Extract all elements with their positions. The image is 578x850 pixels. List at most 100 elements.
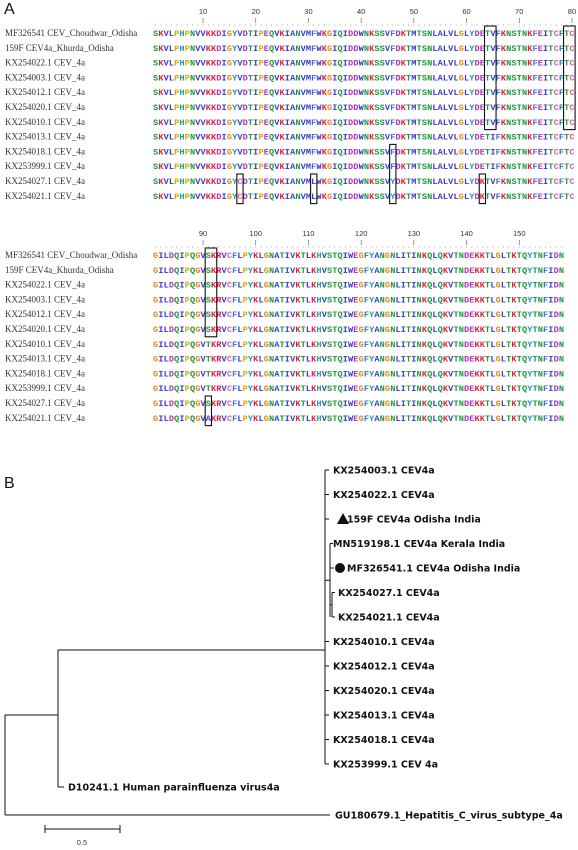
residue: V [448, 162, 454, 172]
residue: C [227, 384, 232, 394]
residue: N [459, 384, 464, 394]
residue: K [511, 355, 517, 365]
residue: L [432, 29, 437, 39]
residue: G [264, 355, 269, 365]
residue: G [385, 295, 390, 305]
residue: K [480, 310, 486, 320]
ruler-dot [307, 246, 309, 248]
sequence-name: KX254018.1 CEV_4a [5, 368, 85, 378]
residue: H [316, 399, 321, 409]
residue: E [538, 192, 543, 202]
residue: W [359, 29, 365, 39]
residue: P [185, 103, 190, 113]
tip-label: 159F CEV4a Odisha India [347, 515, 481, 526]
residue: Q [522, 384, 527, 394]
residue: S [380, 44, 385, 54]
residue: G [385, 384, 390, 394]
residue: T [517, 118, 522, 128]
residue: A [290, 44, 296, 54]
residue: S [380, 88, 385, 98]
residue: T [485, 192, 490, 202]
residue: T [453, 266, 458, 276]
residue: T [332, 340, 337, 350]
residue: V [385, 29, 391, 39]
residue: S [153, 162, 158, 172]
residue: D [243, 88, 248, 98]
residue: T [548, 29, 553, 39]
residue: T [548, 147, 553, 157]
residue: F [543, 355, 548, 365]
residue: K [369, 59, 375, 69]
residue: K [475, 384, 481, 394]
residue: A [438, 73, 444, 83]
residue: P [185, 162, 190, 172]
residue: G [385, 281, 390, 291]
residue: V [200, 73, 206, 83]
residue: Q [438, 340, 443, 350]
ruler-dot [423, 246, 425, 248]
residue: T [548, 88, 553, 98]
residue: E [264, 59, 269, 69]
ruler-dot [186, 246, 188, 248]
residue: K [211, 29, 217, 39]
residue: T [485, 414, 490, 424]
residue: Y [527, 251, 533, 261]
residue: H [316, 384, 321, 394]
residue: K [511, 399, 517, 409]
residue: T [417, 133, 422, 143]
residue: I [222, 177, 227, 187]
residue: T [406, 147, 411, 157]
residue: D [554, 384, 559, 394]
residue: N [295, 44, 300, 54]
residue: S [422, 192, 427, 202]
residue: K [322, 118, 328, 128]
residue: V [448, 192, 454, 202]
ruler-dot [387, 24, 389, 26]
residue: E [353, 310, 358, 320]
residue: F [532, 133, 537, 143]
residue: V [222, 340, 228, 350]
residue: S [206, 399, 211, 409]
residue: K [206, 118, 212, 128]
residue: K [443, 414, 449, 424]
residue: V [290, 295, 296, 305]
residue: V [222, 325, 228, 335]
residue: E [538, 147, 543, 157]
residue: D [243, 73, 248, 83]
residue: N [417, 281, 422, 291]
residue: A [374, 325, 380, 335]
residue: L [432, 266, 437, 276]
ruler-dot [450, 24, 452, 26]
residue: I [253, 192, 258, 202]
ruler-dot [213, 24, 215, 26]
residue: I [222, 118, 227, 128]
residue: T [417, 29, 422, 39]
residue: A [374, 384, 380, 394]
residue: D [169, 340, 174, 350]
residue: G [227, 59, 232, 69]
residue: K [158, 73, 164, 83]
residue: A [438, 29, 444, 39]
residue: W [359, 162, 365, 172]
residue: E [538, 73, 543, 83]
residue: K [211, 162, 217, 172]
residue: F [364, 414, 369, 424]
residue: T [453, 310, 458, 320]
ruler-dot [260, 246, 262, 248]
ruler-dot [223, 246, 225, 248]
residue: T [517, 355, 522, 365]
ruler-dot [555, 246, 557, 248]
residue: L [432, 73, 437, 83]
residue: Q [190, 340, 195, 350]
residue: K [311, 310, 317, 320]
residue: I [411, 414, 416, 424]
residue: T [406, 59, 411, 69]
residue: E [264, 29, 269, 39]
ruler-dot [170, 24, 172, 26]
residue: D [475, 73, 480, 83]
residue: K [280, 118, 286, 128]
residue: W [359, 192, 365, 202]
residue: K [322, 147, 328, 157]
residue: I [285, 29, 290, 39]
residue: E [480, 162, 485, 172]
